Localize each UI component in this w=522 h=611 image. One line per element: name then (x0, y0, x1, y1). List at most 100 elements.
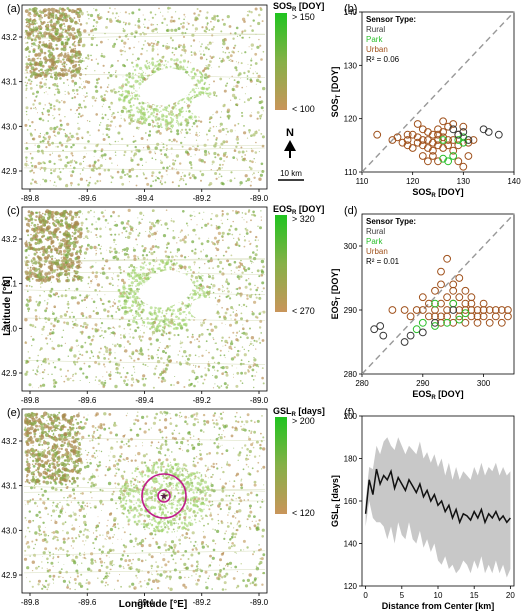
map-xtick-label: -89.6 (78, 194, 97, 203)
x-tick-label: 0 (363, 591, 368, 600)
colorbar-gradient-sos (275, 13, 287, 110)
point-urban (479, 299, 488, 308)
scale-label: 10 km (280, 169, 302, 178)
y-tick-label: 200 (344, 412, 358, 421)
scatter-panel-d: 280 290 300 280 290 300 Sensor Type:RuralParkU… (330, 213, 515, 401)
point-urban (464, 152, 473, 160)
map-ytick-label: 43.2 (1, 235, 17, 244)
star-icon: ★ (160, 492, 169, 503)
colorbar-title-eos: EOSR [DOY] (273, 204, 324, 216)
y-tick-label: 280 (344, 370, 358, 379)
point-urban (439, 117, 448, 126)
map-xtick-label: -89.2 (193, 194, 212, 203)
point-urban (434, 130, 442, 139)
point-rural (464, 136, 473, 144)
mean-line (364, 468, 511, 525)
map-xtick-label: -89.0 (250, 396, 269, 405)
point-urban (425, 312, 433, 321)
point-urban (418, 152, 427, 160)
point-park (455, 315, 464, 324)
point-urban (413, 120, 422, 128)
y-tick-label: 140 (344, 540, 358, 549)
point-park (431, 299, 439, 308)
colorbar-bottom-gsl: < 120 (292, 508, 315, 518)
point-urban (461, 318, 470, 327)
legend-item-rural: Rural (366, 25, 385, 34)
point-urban (444, 141, 453, 150)
map-ytick-label: 43.0 (1, 122, 17, 131)
map-xlabel: Longitude [°E] (119, 599, 187, 610)
legend-item-rural: Rural (366, 227, 385, 236)
y-tick-label: 120 (344, 582, 358, 591)
colorbar-top-eos: > 320 (292, 214, 315, 224)
map-lake-small-c (190, 298, 218, 320)
y-tick-label: 180 (344, 455, 358, 464)
y-tick-label: 110 (344, 168, 357, 177)
map-xtick-label: -89.4 (135, 194, 154, 203)
point-rural (418, 328, 427, 337)
y-tick-label: 160 (344, 497, 358, 506)
point-urban (449, 318, 458, 327)
colorbar-gsl: GSLR [days] > 200 < 120 (273, 406, 325, 518)
point-urban (443, 254, 452, 263)
x-tick-label: 10 (434, 591, 443, 600)
point-urban (497, 318, 506, 327)
scatter-panel-b: 110 120 130 140 110 120 130 140 Sensor Type:Rura… (330, 8, 521, 199)
x-tick-label: 120 (406, 177, 420, 186)
point-park (444, 157, 453, 166)
legend-item-park: Park (366, 237, 383, 246)
x-axis-label: Distance from Center [km] (382, 601, 495, 611)
panel-label-b: (b) (344, 3, 357, 15)
colorbar-eos: EOSR [DOY] > 320 < 270 (273, 204, 324, 316)
point-urban (497, 306, 506, 314)
panel-label-e: (e) (7, 407, 20, 419)
map-xtick-label: -89.0 (250, 194, 269, 203)
point-park (412, 325, 421, 334)
x-tick-label: 15 (470, 591, 479, 600)
point-urban (461, 286, 470, 295)
confidence-band (365, 437, 511, 578)
panel-label-a: (a) (7, 3, 20, 15)
map-ytick-label: 43.0 (1, 526, 17, 535)
colorbar-gradient-gsl (275, 417, 287, 514)
point-park (439, 136, 448, 144)
point-urban (459, 122, 468, 131)
x-tick-label: 110 (356, 177, 369, 186)
north-arrow: N (284, 127, 296, 158)
panel-label-d: (d) (344, 205, 357, 217)
map-lake-a (138, 68, 194, 106)
map-ylabel: Latitude [°N] (2, 276, 13, 336)
point-urban (449, 136, 458, 144)
point-rural (400, 338, 409, 346)
panel-label-f: (f) (344, 407, 354, 419)
map-xtick-label: -89.8 (21, 598, 40, 607)
y-tick-label: 140 (344, 8, 358, 17)
point-rural (370, 325, 379, 334)
map-xtick-label: -89.6 (78, 396, 97, 405)
point-urban (504, 306, 512, 314)
colorbar-title-gsl: GSLR [days] (273, 406, 325, 418)
point-urban (388, 306, 397, 314)
point-park (449, 152, 458, 160)
point-rural (406, 331, 415, 340)
point-urban (455, 312, 464, 321)
point-urban (459, 162, 468, 171)
x-tick-label: 300 (477, 379, 491, 388)
point-urban (461, 306, 470, 314)
map-lake-c (138, 270, 194, 308)
point-urban (479, 312, 488, 321)
colorbar-top-sos: > 150 (292, 12, 315, 22)
point-rural (379, 331, 388, 340)
y-tick-label: 120 (344, 115, 358, 124)
map-ytick-label: 42.9 (1, 167, 17, 176)
point-urban (437, 267, 445, 276)
point-park (431, 322, 439, 330)
x-tick-label: 5 (400, 591, 405, 600)
y-tick-label: 130 (344, 61, 358, 70)
point-urban (437, 312, 445, 321)
point-urban (437, 280, 445, 289)
legend-item-urban: Urban (366, 45, 388, 54)
one-to-one-line (361, 213, 515, 375)
x-tick-label: 130 (457, 177, 471, 186)
